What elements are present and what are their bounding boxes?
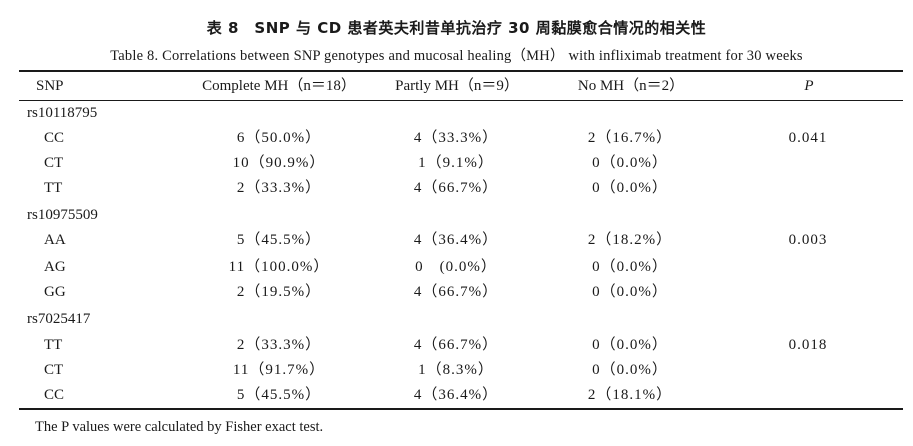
partly-mh-value: 4（36.4%） — [413, 232, 499, 248]
bottom-rule — [19, 408, 903, 410]
header-p-value: P — [804, 78, 814, 94]
top-rule — [19, 70, 903, 72]
partly-mh-value: 4（66.7%） — [413, 180, 499, 196]
complete-mh-value: 11（91.7%） — [232, 362, 326, 378]
header-partly-mh: Partly MH（n＝9） — [395, 78, 519, 94]
snp-group-label: rs7025417 — [27, 311, 91, 327]
no-mh-value: 2（18.1%） — [587, 387, 673, 403]
genotype-label: TT — [44, 337, 63, 353]
no-mh-value: 0（0.0%） — [592, 284, 668, 300]
complete-mh-value: 10（90.9%） — [232, 155, 326, 171]
partly-mh-value: 1（8.3%） — [418, 362, 494, 378]
header-no-mh: No MH（n＝2） — [577, 78, 685, 94]
genotype-label: TT — [44, 180, 63, 196]
header-rule — [19, 100, 903, 101]
genotype-label: GG — [44, 284, 66, 300]
snp-group-label: rs10975509 — [27, 207, 98, 223]
complete-mh-value: 2（33.3%） — [236, 337, 322, 353]
no-mh-value: 0（0.0%） — [592, 362, 668, 378]
no-mh-value: 0（0.0%） — [592, 180, 668, 196]
genotype-label: CC — [44, 387, 65, 403]
p-value: 0.003 — [788, 232, 828, 248]
header-snp: SNP — [36, 78, 64, 94]
complete-mh-value: 5（45.5%） — [236, 232, 322, 248]
header-complete-mh: Complete MH（n＝18） — [202, 78, 356, 94]
complete-mh-value: 6（50.0%） — [236, 130, 322, 146]
partly-mh-value: 1（9.1%） — [418, 155, 494, 171]
no-mh-value: 0（0.0%） — [592, 259, 668, 275]
no-mh-value: 2（16.7%） — [587, 130, 673, 146]
genotype-label: AA — [44, 232, 66, 248]
table-footnote: The P values were calculated by Fisher e… — [35, 419, 324, 435]
complete-mh-value: 2（33.3%） — [236, 180, 322, 196]
table-title-english: Table 8. Correlations between SNP genoty… — [110, 48, 803, 64]
genotype-label: CT — [44, 155, 64, 171]
p-value: 0.018 — [788, 337, 828, 353]
partly-mh-value: 4（66.7%） — [413, 337, 499, 353]
table-title-chinese: 表 8 SNP 与 CD 患者英夫利昔单抗治疗 30 周黏膜愈合情况的相关性 — [206, 19, 707, 37]
genotype-label: AG — [44, 259, 66, 275]
genotype-label: CT — [44, 362, 64, 378]
genotype-label: CC — [44, 130, 65, 146]
p-value: 0.041 — [788, 130, 828, 146]
snp-group-label: rs10118795 — [27, 105, 98, 121]
no-mh-value: 0（0.0%） — [592, 155, 668, 171]
complete-mh-value: 11（100.0%） — [228, 259, 330, 275]
no-mh-value: 0（0.0%） — [592, 337, 668, 353]
complete-mh-value: 5（45.5%） — [236, 387, 322, 403]
partly-mh-value: 4（36.4%） — [413, 387, 499, 403]
complete-mh-value: 2（19.5%） — [236, 284, 322, 300]
partly-mh-value: 0 (0.0%） — [415, 259, 497, 275]
no-mh-value: 2（18.2%） — [587, 232, 673, 248]
partly-mh-value: 4（66.7%） — [413, 284, 499, 300]
partly-mh-value: 4（33.3%） — [413, 130, 499, 146]
